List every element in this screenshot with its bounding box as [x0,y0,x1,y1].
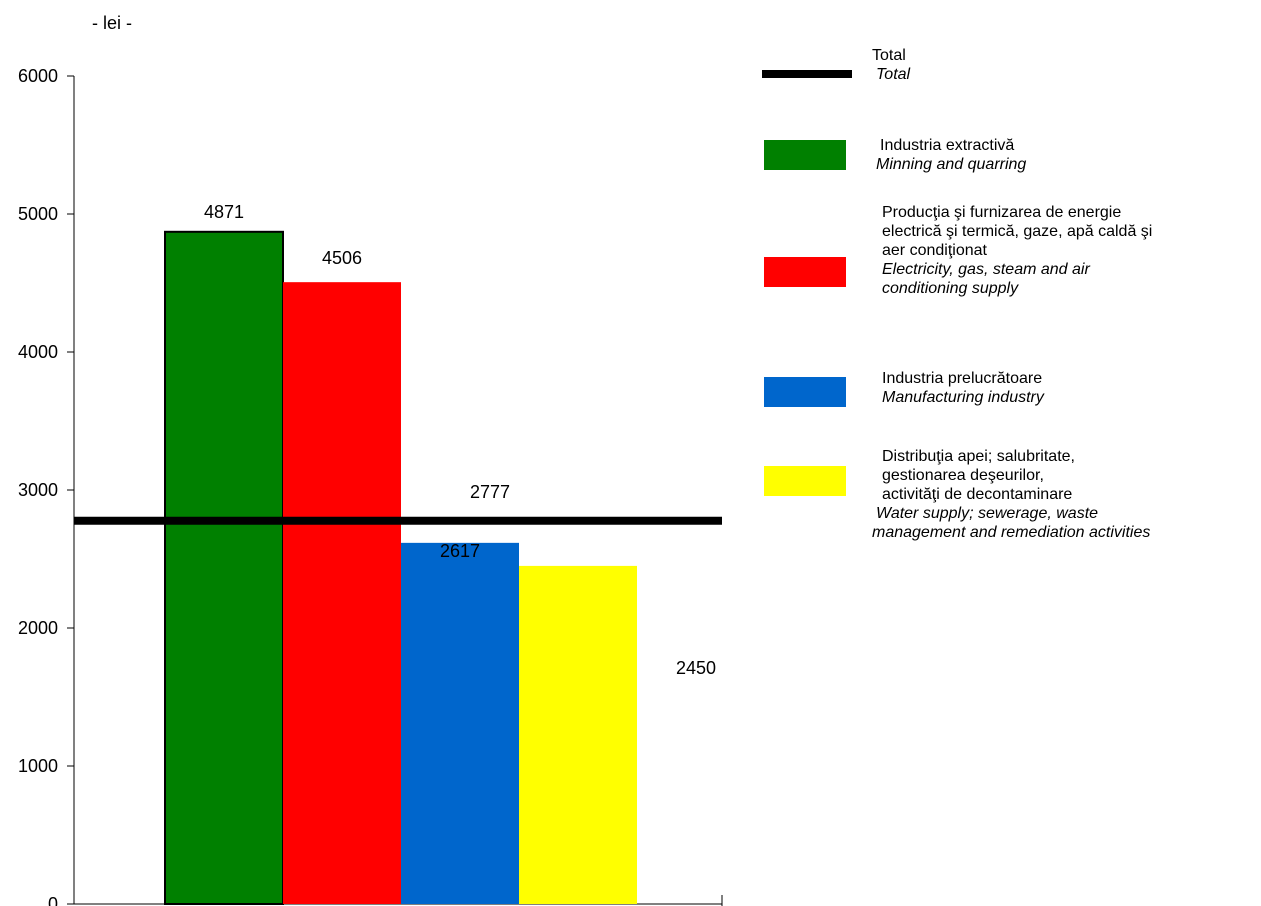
legend-label-apa-en-2: management and remediation activities [872,524,1151,541]
legend-label-total-en: Total [876,66,911,83]
legend-label-apa-ro-1: Distribuţia apei; salubritate, [882,448,1075,465]
legend-label-prelucratoare: Industria prelucrătoare Manufacturing in… [882,369,1044,407]
y-tick-label: 0 [48,894,58,906]
bar [164,230,284,905]
legend-label-energie: Producţia şi furnizarea de energie elect… [882,203,1152,298]
y-tick-label: 2000 [18,618,58,638]
bar-value-label: 2450 [676,658,716,678]
legend-swatch-apa [764,466,846,496]
bar [283,282,401,904]
total-value-label: 2777 [470,482,510,502]
y-tick-label: 4000 [18,342,58,362]
legend-label-prelucratoare-ro: Industria prelucrătoare [882,370,1043,387]
legend-swatch-total-line [762,70,852,78]
legend-swatch-prelucratoare [764,377,846,407]
legend-swatch-extractiva [764,140,846,170]
legend-label-total: Total Total [872,46,910,84]
legend-label-prelucratoare-en: Manufacturing industry [882,389,1044,406]
legend-swatch-energie [764,257,846,287]
legend-label-extractiva-en: Minning and quarring [876,156,1027,173]
y-tick-label: 3000 [18,480,58,500]
bar-value-label: 4871 [204,202,244,222]
y-tick-label: 5000 [18,204,58,224]
y-axis-unit-label: - lei - [92,13,132,33]
legend-label-energie-en-2: conditioning supply [882,280,1019,297]
legend-label-apa-en-1: Water supply; sewerage, waste [876,505,1099,522]
bar-value-label: 2617 [440,541,480,561]
legend-label-total-ro: Total [872,47,906,64]
bar [519,565,637,904]
legend-label-apa-ro-2: gestionarea deşeurilor, [882,467,1044,484]
y-tick-label: 1000 [18,756,58,776]
bar [401,542,519,904]
legend-label-extractiva-ro: Industria extractivă [880,137,1015,154]
legend-label-energie-ro-2: electrică şi termică, gaze, apă caldă şi [882,223,1153,240]
legend-label-extractiva: Industria extractivă Minning and quarrin… [874,136,1026,174]
bar-value-label: 4506 [322,248,362,268]
legend-label-energie-ro-1: Producţia şi furnizarea de energie [882,204,1122,221]
legend-label-apa-ro-3: activităţi de decontaminare [882,486,1073,503]
y-tick-label: 6000 [18,66,58,86]
legend-label-energie-ro-3: aer condiţionat [882,242,987,259]
legend-label-energie-en-1: Electricity, gas, steam and air [882,261,1090,278]
legend-label-apa: Distribuţia apei; salubritate, gestionar… [872,447,1150,542]
